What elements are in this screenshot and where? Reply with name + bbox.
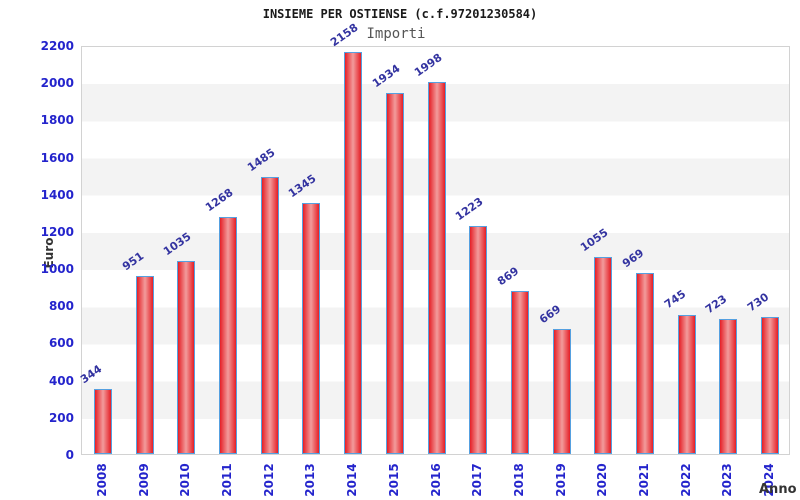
bar-2014 [344, 51, 363, 454]
y-tick-label: 800 [48, 299, 74, 314]
bar-2016 [427, 81, 446, 454]
x-tick-label: 2023 [720, 463, 735, 497]
x-tick-label: 2013 [303, 463, 318, 497]
bar-value-label: 1934 [369, 62, 403, 91]
bar-2020 [594, 256, 613, 454]
x-tick-label: 2009 [136, 463, 151, 497]
bar-value-label: 1223 [453, 194, 486, 223]
x-tick-label: 2012 [261, 463, 276, 497]
y-tick-label: 2200 [40, 39, 74, 53]
bar-value-label: 969 [619, 246, 647, 271]
x-tick-label: 2017 [470, 463, 485, 497]
bar-value-label: 869 [494, 264, 522, 289]
bar-value-label: 669 [536, 301, 563, 326]
bar-value-label: 1035 [161, 229, 194, 258]
y-tick-label: 600 [48, 336, 74, 351]
bar-2012 [260, 176, 279, 454]
bar-2018 [510, 291, 529, 454]
y-tick-label: 0 [65, 448, 74, 462]
bar-value-label: 1485 [244, 145, 278, 175]
y-tick-label: 1800 [40, 113, 74, 128]
bar-value-label: 1055 [578, 225, 611, 255]
x-tick-label: 2022 [678, 463, 693, 497]
x-tick-label: 2011 [219, 463, 234, 497]
bar-2019 [552, 328, 571, 454]
bar-2010 [177, 260, 196, 454]
bar-2008 [93, 389, 112, 454]
bar-2017 [469, 225, 488, 454]
bar-2011 [218, 217, 237, 454]
y-tick-label: 400 [48, 373, 74, 388]
bar-2024 [761, 317, 780, 454]
bar-value-label: 723 [703, 291, 730, 316]
y-tick-label: 200 [48, 410, 74, 425]
x-tick-label: 2020 [595, 463, 610, 497]
bar-value-label: 1998 [411, 50, 445, 79]
x-tick-label: 2014 [345, 463, 360, 497]
y-tick-label: 1600 [40, 150, 74, 165]
chart-subtitle: Importi [366, 26, 426, 42]
x-axis-title: Anno [759, 482, 797, 497]
bar-value-label: 1345 [286, 171, 319, 201]
bar-2009 [135, 276, 154, 454]
bar-2015 [385, 93, 404, 454]
bar-2021 [636, 272, 655, 454]
x-tick-label: 2015 [386, 463, 401, 497]
bar-value-label: 730 [745, 290, 772, 315]
x-tick-label: 2021 [637, 463, 652, 497]
chart-title: INSIEME PER OSTIENSE (c.f.97201230584) [262, 7, 538, 21]
x-tick-label: 2016 [428, 463, 443, 497]
plot-area: 344 951 1035 1268 1485 1345 2158 1934 1998 1223 86… [77, 21, 790, 455]
bar-value-label: 745 [661, 287, 688, 312]
y-tick-label: 1200 [40, 224, 74, 239]
bar-2022 [677, 314, 696, 454]
x-tick-label: 2019 [553, 463, 568, 497]
x-tick-label: 2010 [178, 463, 193, 497]
y-tick-label: 2000 [40, 76, 74, 91]
bar-2023 [719, 318, 738, 454]
bar-value-label: 951 [119, 249, 146, 274]
bar-value-label: 1268 [202, 186, 236, 215]
bar-2013 [302, 202, 321, 454]
y-tick-label: 1400 [40, 187, 74, 202]
bar-value-label: 344 [77, 362, 105, 387]
y-tick-label: 1000 [40, 262, 74, 277]
x-tick-label: 2008 [94, 463, 109, 497]
x-tick-label: 2018 [511, 463, 526, 497]
